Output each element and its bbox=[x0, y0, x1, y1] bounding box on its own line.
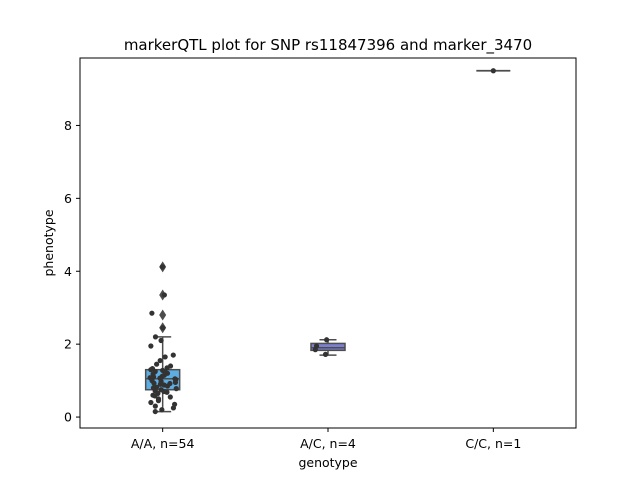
x-tick-label: A/C, n=4 bbox=[300, 436, 356, 451]
data-point bbox=[172, 379, 179, 386]
data-point bbox=[159, 407, 165, 413]
data-point bbox=[159, 264, 165, 270]
data-point bbox=[152, 408, 158, 415]
data-point bbox=[160, 325, 166, 331]
data-point bbox=[148, 399, 154, 406]
y-tick-label: 4 bbox=[64, 264, 72, 279]
data-point bbox=[149, 310, 155, 316]
strip-points-1 bbox=[147, 264, 179, 415]
data-point bbox=[158, 337, 164, 344]
x-axis: A/A, n=54 A/C, n=4 C/C, n=1 bbox=[131, 428, 521, 451]
plot-area bbox=[144, 68, 511, 415]
data-point bbox=[157, 375, 163, 381]
y-tick-label: 0 bbox=[64, 410, 72, 425]
box-body bbox=[310, 342, 346, 352]
data-point bbox=[490, 68, 496, 74]
outlier-marker bbox=[159, 309, 167, 321]
chart-title: markerQTL plot for SNP rs11847396 and ma… bbox=[124, 36, 532, 55]
data-point bbox=[173, 386, 179, 392]
data-point bbox=[164, 365, 170, 371]
data-point bbox=[151, 380, 157, 386]
data-point bbox=[170, 405, 177, 411]
data-point bbox=[324, 337, 330, 343]
data-point bbox=[155, 398, 162, 404]
data-point bbox=[167, 380, 173, 387]
y-tick-label: 8 bbox=[64, 118, 72, 133]
strip-points-2 bbox=[312, 337, 330, 357]
data-point bbox=[149, 365, 156, 372]
data-point bbox=[161, 292, 167, 298]
data-point bbox=[167, 394, 173, 400]
x-tick-label: A/A, n=54 bbox=[131, 436, 195, 451]
data-point bbox=[164, 389, 170, 395]
data-point bbox=[162, 354, 168, 360]
data-point bbox=[322, 351, 329, 357]
y-axis: 0 2 4 6 8 bbox=[64, 118, 80, 425]
y-tick-label: 6 bbox=[64, 191, 72, 206]
data-point bbox=[157, 357, 163, 364]
data-point bbox=[154, 361, 160, 367]
strip-points-3 bbox=[490, 68, 496, 74]
y-tick-label: 2 bbox=[64, 337, 72, 352]
data-point bbox=[312, 347, 318, 353]
x-axis-label: genotype bbox=[298, 455, 357, 470]
data-point bbox=[152, 403, 158, 409]
data-point bbox=[148, 343, 154, 349]
data-point bbox=[162, 369, 169, 376]
x-tick-label: C/C, n=1 bbox=[465, 436, 521, 451]
y-axis-label: phenotype bbox=[41, 209, 56, 276]
data-point bbox=[170, 352, 176, 358]
data-point bbox=[152, 393, 158, 399]
data-point bbox=[152, 334, 159, 340]
